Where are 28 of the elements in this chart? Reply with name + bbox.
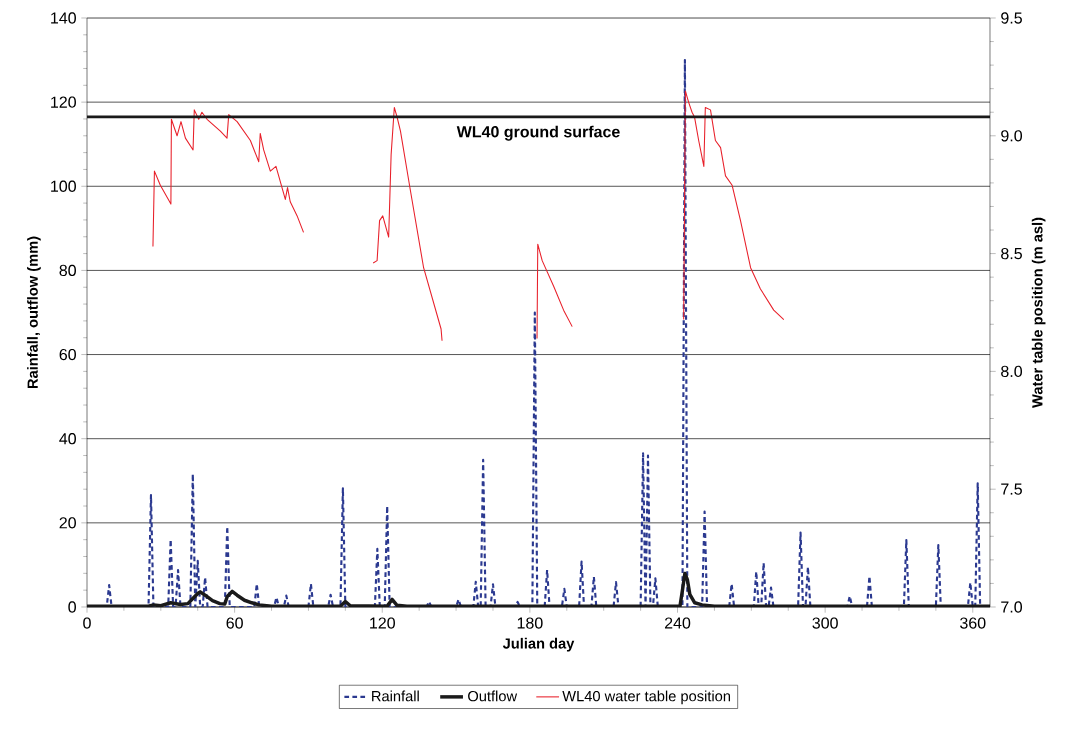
- x-tick-label: 360: [960, 617, 986, 629]
- y-tick-label: 0: [68, 601, 76, 613]
- y2-tick-label: 8.5: [1001, 247, 1022, 260]
- x-tick-label: 240: [664, 617, 691, 629]
- y2-tick-label: 9.5: [1001, 12, 1022, 24]
- y2-tick-label: 9.0: [1001, 130, 1023, 142]
- y-tick-label: 60: [59, 348, 76, 361]
- y-tick-label: 100: [51, 180, 76, 192]
- x-tick-label: 300: [812, 617, 838, 629]
- x-axis-title: Julian day: [502, 637, 575, 652]
- legend-label: Outflow: [468, 690, 518, 702]
- legend-label: Rainfall: [372, 690, 419, 702]
- y2-tick-label: 7.5: [1001, 483, 1022, 495]
- y2-tick-label: 8.0: [1001, 365, 1023, 378]
- ref-line-label: WL40 ground surface: [456, 125, 620, 141]
- x-tick-label: 60: [226, 617, 243, 629]
- x-tick-label: 180: [517, 617, 543, 629]
- y-tick-label: 20: [59, 517, 76, 529]
- x-tick-label: 120: [370, 617, 395, 629]
- y-tick-label: 140: [51, 12, 76, 24]
- y-axis-title: Rainfall, outflow (mm): [27, 236, 41, 389]
- y-tick-label: 40: [59, 433, 76, 445]
- y2-axis-title: Water table position (m asl): [1031, 217, 1046, 408]
- y2-tick-label: 7.0: [1001, 601, 1023, 613]
- legend-label: WL40 water table position: [562, 690, 731, 705]
- y-tick-label: 80: [59, 264, 76, 277]
- y-tick-label: 120: [51, 96, 76, 108]
- x-tick-label: 0: [83, 617, 91, 629]
